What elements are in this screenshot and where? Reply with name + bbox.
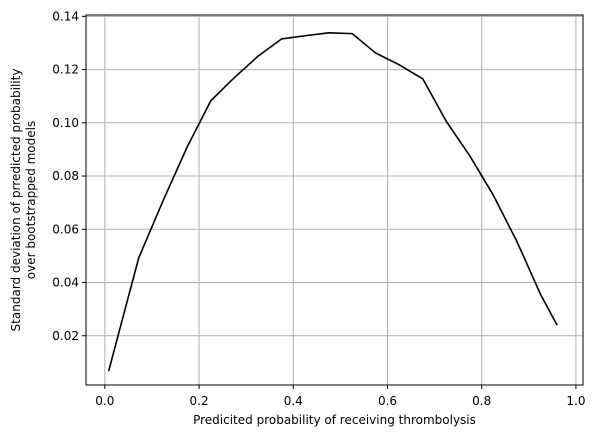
y-tick-label: 0.02 [52, 329, 79, 343]
y-tick-label: 0.08 [52, 169, 79, 183]
plot-frame [85, 14, 584, 386]
x-tick-label: 0.8 [472, 394, 491, 408]
x-axis-label: Predicited probability of receiving thro… [193, 413, 476, 427]
y-tick-label: 0.04 [52, 276, 79, 290]
x-tick-label: 0.6 [378, 394, 397, 408]
y-tick-label: 0.14 [52, 9, 79, 23]
y-axis: 0.02 0.04 0.06 0.08 0.10 0.12 0.14 [52, 9, 86, 343]
y-axis-label-line: over bootstrapped models [24, 121, 38, 280]
y-tick-label: 0.10 [52, 116, 79, 130]
x-axis: 0.0 0.2 0.4 0.6 0.8 1.0 [95, 385, 585, 408]
x-tick-label: 0.2 [190, 394, 209, 408]
x-tick-label: 1.0 [566, 394, 585, 408]
y-tick-label: 0.06 [52, 222, 79, 236]
x-tick-label: 0.0 [95, 394, 114, 408]
y-axis-label: Standard deviation of prredicted probabi… [9, 69, 38, 332]
series-line [107, 32, 558, 372]
y-tick-label: 0.12 [52, 63, 79, 77]
grid [86, 15, 583, 385]
series-group [107, 32, 558, 372]
x-tick-label: 0.4 [284, 394, 303, 408]
y-axis-label-line: Standard deviation of prredicted probabi… [9, 69, 23, 332]
